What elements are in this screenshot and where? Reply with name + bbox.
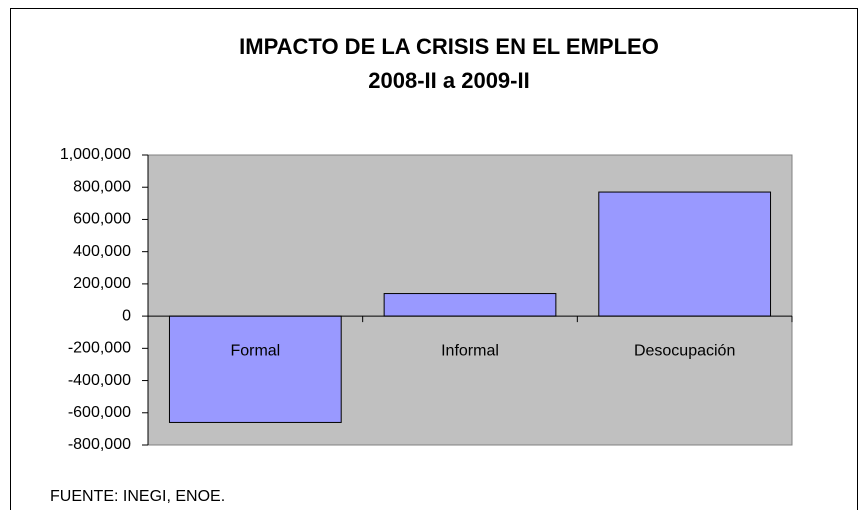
y-tick-label: 400,000	[73, 243, 131, 260]
bar	[168, 315, 342, 423]
x-tick-label: Informal	[441, 342, 499, 359]
y-tick-label: 1,000,000	[60, 146, 131, 163]
x-tick-label: Desocupación	[634, 342, 735, 359]
chart-subtitle: 2008-II a 2009-II	[368, 68, 529, 93]
y-tick-label: -800,000	[68, 436, 131, 453]
y-tick-label: -200,000	[68, 340, 131, 357]
y-tick-label: 600,000	[73, 211, 131, 228]
y-tick-label: 0	[122, 307, 131, 324]
y-tick-label: 200,000	[73, 275, 131, 292]
y-tick-label: -600,000	[68, 404, 131, 421]
chart-title: IMPACTO DE LA CRISIS EN EL EMPLEO	[239, 34, 659, 59]
source-note: FUENTE: INEGI, ENOE.	[50, 488, 225, 505]
x-tick-label: Formal	[230, 342, 280, 359]
y-tick-label: 800,000	[73, 178, 131, 195]
y-tick-label: -400,000	[68, 372, 131, 389]
bar	[383, 293, 557, 317]
bar	[598, 191, 772, 317]
